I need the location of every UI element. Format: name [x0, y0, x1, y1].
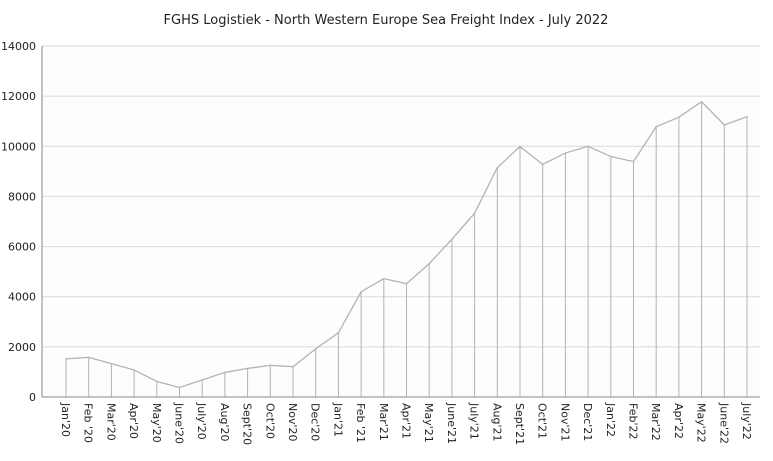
x-tick-label: Oct'21: [536, 403, 549, 439]
x-tick-label: Oct'20: [263, 403, 276, 439]
x-tick-label: Mar'20: [104, 403, 117, 441]
x-tick-label: May'22: [695, 403, 708, 443]
x-tick-label: Feb'22: [627, 403, 640, 440]
y-tick-label: 2000: [8, 341, 36, 354]
y-tick-label: 4000: [8, 291, 36, 304]
y-tick-label: 12000: [1, 90, 36, 103]
series-line: [65, 100, 748, 389]
x-tick-label: June'21: [445, 402, 458, 444]
y-tick-label: 10000: [1, 140, 36, 153]
x-tick-label: June'20: [173, 402, 186, 444]
x-tick-label: Jan'22: [604, 402, 617, 437]
x-tick-label: Sept'21: [513, 403, 526, 445]
x-tick-label: Nov'20: [286, 403, 299, 442]
x-tick-label: July'22: [740, 402, 753, 440]
y-tick-label: 8000: [8, 190, 36, 203]
y-tick-label: 6000: [8, 241, 36, 254]
y-tick-label: 14000: [1, 40, 36, 53]
x-tick-label: June'22: [717, 402, 730, 444]
x-tick-label: Dec'20: [309, 403, 322, 441]
x-tick-label: Sept'20: [241, 403, 254, 445]
x-tick-label: Dec'21: [581, 403, 594, 441]
x-tick-label: July'20: [195, 402, 208, 440]
x-tick-label: Apr'21: [400, 403, 413, 439]
plot-area: [42, 46, 760, 397]
x-tick-label: Jan'20: [59, 402, 72, 437]
x-tick-label: Mar'21: [377, 403, 390, 441]
x-tick-label: May'20: [150, 403, 163, 443]
x-tick-label: Apr'22: [672, 403, 685, 439]
chart-title: FGHS Logistiek - North Western Europe Se…: [164, 13, 609, 28]
x-tick-label: Feb '21: [354, 403, 367, 443]
x-tick-label: Jan'21: [331, 402, 344, 437]
x-tick-label: Aug'21: [490, 403, 503, 442]
x-tick-label: Mar'22: [649, 403, 662, 441]
y-tick-label: 0: [29, 391, 36, 404]
x-tick-label: July'21: [468, 402, 481, 440]
x-tick-label: Apr'20: [127, 403, 140, 439]
x-tick-label: Nov'21: [558, 403, 571, 442]
x-tick-label: May'21: [422, 403, 435, 443]
x-tick-label: Aug'20: [218, 403, 231, 442]
x-tick-label: Feb '20: [82, 403, 95, 443]
